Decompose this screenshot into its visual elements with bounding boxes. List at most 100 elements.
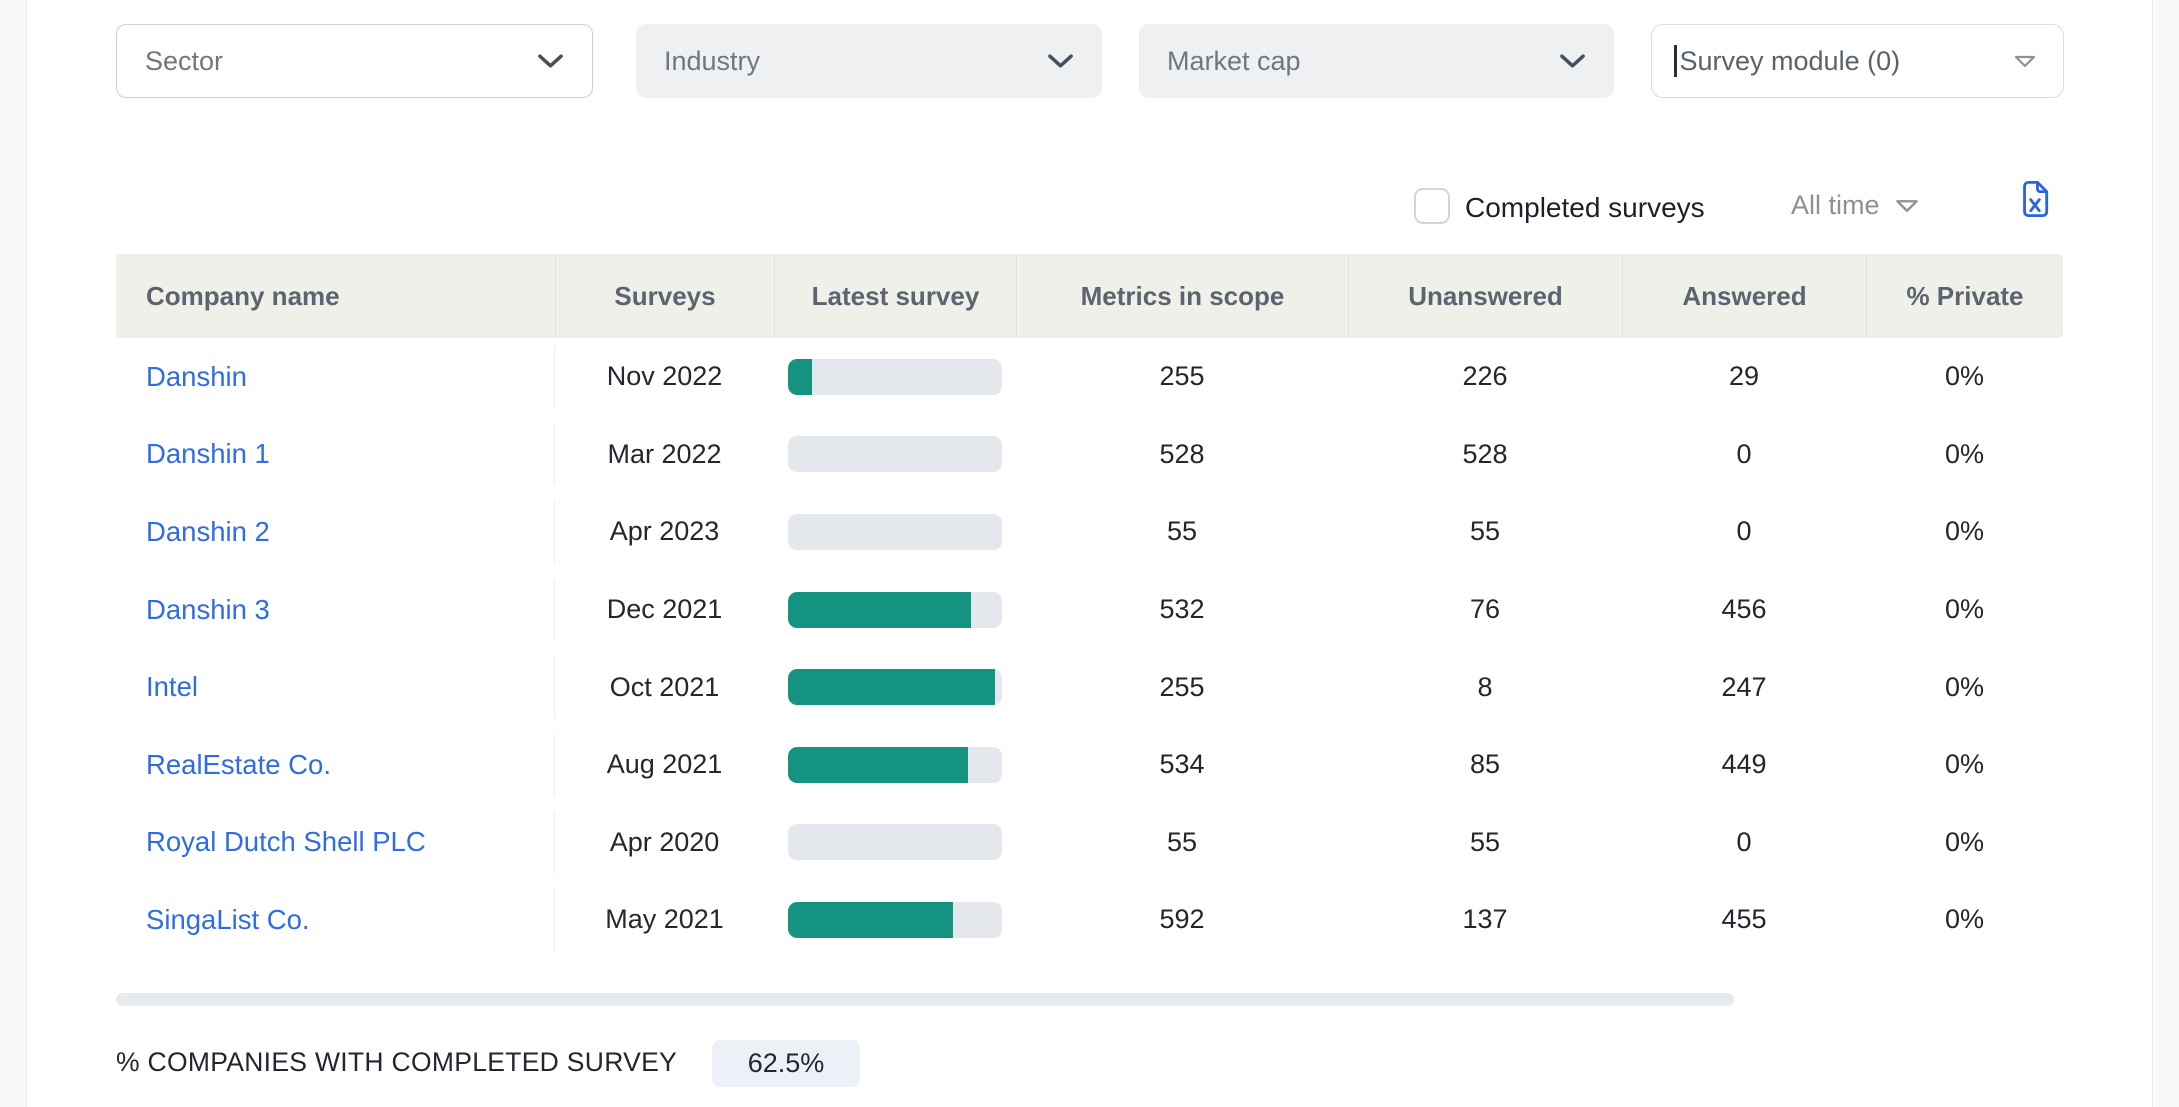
answered-value: 0 [1736, 438, 1752, 469]
latest-survey-date: Mar 2022 [607, 438, 722, 469]
company-name-link[interactable]: RealEstate Co. [146, 748, 331, 780]
table-row: Intel Oct 2021 255 8 247 0% [116, 648, 2063, 726]
company-name-link[interactable]: Danshin 2 [146, 515, 270, 547]
text-cursor [1674, 45, 1677, 77]
latest-survey-date: Dec 2021 [606, 594, 723, 625]
table-row: RealEstate Co. Aug 2021 534 85 449 0% [116, 726, 2063, 804]
company-name-link[interactable]: Danshin 1 [146, 438, 270, 470]
table-row: Danshin Nov 2022 255 226 29 0% [116, 338, 2063, 416]
metrics-in-scope-value: 255 [1159, 361, 1205, 392]
answered-value: 449 [1721, 749, 1767, 780]
company-name-link[interactable]: Danshin 3 [146, 593, 270, 625]
column-header-pct-private: % Private [1866, 254, 2063, 338]
completed-surveys-label: Completed surveys [1465, 192, 1705, 223]
sector-filter-dropdown[interactable]: Sector [116, 24, 593, 98]
unanswered-value: 55 [1469, 516, 1501, 547]
survey-progress-fill [788, 901, 953, 938]
survey-module-filter-label: Survey module (0) [1679, 45, 1901, 76]
unanswered-value: 226 [1462, 361, 1508, 392]
survey-progress-fill [788, 358, 813, 395]
latest-survey-date: May 2021 [605, 904, 724, 935]
completed-survey-stat-label: % COMPANIES WITH COMPLETED SURVEY [116, 1047, 678, 1077]
metrics-in-scope-value: 532 [1159, 594, 1205, 625]
answered-value: 29 [1728, 361, 1760, 392]
time-range-dropdown[interactable]: All time [1791, 190, 1920, 221]
chevron-down-icon [1047, 53, 1074, 69]
pct-private-value: 0% [1944, 594, 1985, 625]
metrics-in-scope-value: 55 [1166, 516, 1198, 547]
unanswered-value: 76 [1469, 594, 1501, 625]
survey-progress-bar [788, 591, 1002, 628]
metrics-in-scope-value: 528 [1159, 438, 1205, 469]
sector-filter-label: Sector [145, 45, 224, 76]
survey-progress-bar [788, 669, 1002, 706]
survey-progress-fill [788, 591, 972, 628]
table-body: Danshin Nov 2022 255 226 29 0% Danshin 1… [116, 338, 2063, 959]
survey-progress-fill [788, 669, 996, 706]
market-cap-filter-label: Market cap [1167, 45, 1301, 76]
metrics-in-scope-value: 592 [1159, 904, 1205, 935]
column-header-latest-survey: Latest survey [774, 254, 1016, 338]
table-row: SingaList Co. May 2021 592 137 455 0% [116, 881, 2063, 959]
company-name-link[interactable]: Royal Dutch Shell PLC [146, 826, 426, 858]
company-name-link[interactable]: Danshin [146, 360, 247, 392]
column-header-metrics-in-scope: Metrics in scope [1016, 254, 1348, 338]
survey-progress-fill [788, 746, 968, 783]
dashboard-panel: Sector Industry Market cap Survey module… [26, 0, 2153, 1107]
industry-filter-dropdown[interactable]: Industry [636, 24, 1102, 98]
pct-private-value: 0% [1944, 671, 1985, 702]
unanswered-value: 55 [1469, 826, 1501, 857]
table-row: Danshin 1 Mar 2022 528 528 0 0% [116, 416, 2063, 494]
pct-private-value: 0% [1944, 749, 1985, 780]
unanswered-value: 528 [1462, 438, 1508, 469]
survey-progress-bar [788, 513, 1002, 550]
pct-private-value: 0% [1944, 826, 1985, 857]
metrics-in-scope-value: 255 [1159, 671, 1205, 702]
latest-survey-date: Nov 2022 [606, 361, 723, 392]
survey-progress-bar [788, 824, 1002, 861]
metrics-in-scope-value: 55 [1166, 826, 1198, 857]
excel-export-icon [2019, 179, 2053, 219]
unanswered-value: 137 [1462, 904, 1508, 935]
pct-private-value: 0% [1944, 904, 1985, 935]
company-name-link[interactable]: Intel [146, 671, 198, 703]
pct-private-value: 0% [1944, 361, 1985, 392]
table-row: Danshin 2 Apr 2023 55 55 0 0% [116, 493, 2063, 571]
table-row: Danshin 3 Dec 2021 532 76 456 0% [116, 571, 2063, 649]
company-name-link[interactable]: SingaList Co. [146, 903, 310, 935]
horizontal-scrollbar[interactable] [116, 993, 1734, 1006]
latest-survey-date: Apr 2023 [609, 516, 720, 547]
latest-survey-date: Aug 2021 [606, 749, 723, 780]
answered-value: 0 [1736, 516, 1752, 547]
chevron-down-icon [537, 53, 564, 69]
latest-survey-date: Apr 2020 [609, 826, 720, 857]
latest-survey-date: Oct 2021 [609, 671, 720, 702]
answered-value: 0 [1736, 826, 1752, 857]
table-row: Royal Dutch Shell PLC Apr 2020 55 55 0 0… [116, 804, 2063, 882]
answered-value: 247 [1721, 671, 1767, 702]
survey-module-filter-input[interactable]: Survey module (0) [1651, 24, 2064, 98]
triangle-down-icon [2013, 53, 2037, 69]
survey-progress-bar [788, 358, 1002, 395]
completed-surveys-checkbox[interactable] [1414, 188, 1450, 224]
completed-survey-stat-value: 62.5% [712, 1040, 860, 1087]
triangle-down-icon [1894, 197, 1920, 214]
pct-private-value: 0% [1944, 516, 1985, 547]
pct-private-value: 0% [1944, 438, 1985, 469]
chevron-down-icon [1559, 53, 1586, 69]
market-cap-filter-dropdown[interactable]: Market cap [1139, 24, 1614, 98]
column-header-company-name: Company name [146, 280, 340, 311]
answered-value: 455 [1721, 904, 1767, 935]
time-range-label: All time [1791, 190, 1880, 220]
excel-export-button[interactable] [2019, 178, 2053, 220]
industry-filter-label: Industry [664, 45, 761, 76]
unanswered-value: 8 [1477, 671, 1493, 702]
unanswered-value: 85 [1469, 749, 1501, 780]
column-header-surveys: Surveys [555, 254, 774, 338]
survey-progress-bar [788, 746, 1002, 783]
table-header: Company name Surveys Latest survey Metri… [116, 254, 2063, 338]
survey-progress-bar [788, 436, 1002, 473]
metrics-in-scope-value: 534 [1159, 749, 1205, 780]
survey-progress-bar [788, 901, 1002, 938]
column-header-answered: Answered [1622, 254, 1866, 338]
